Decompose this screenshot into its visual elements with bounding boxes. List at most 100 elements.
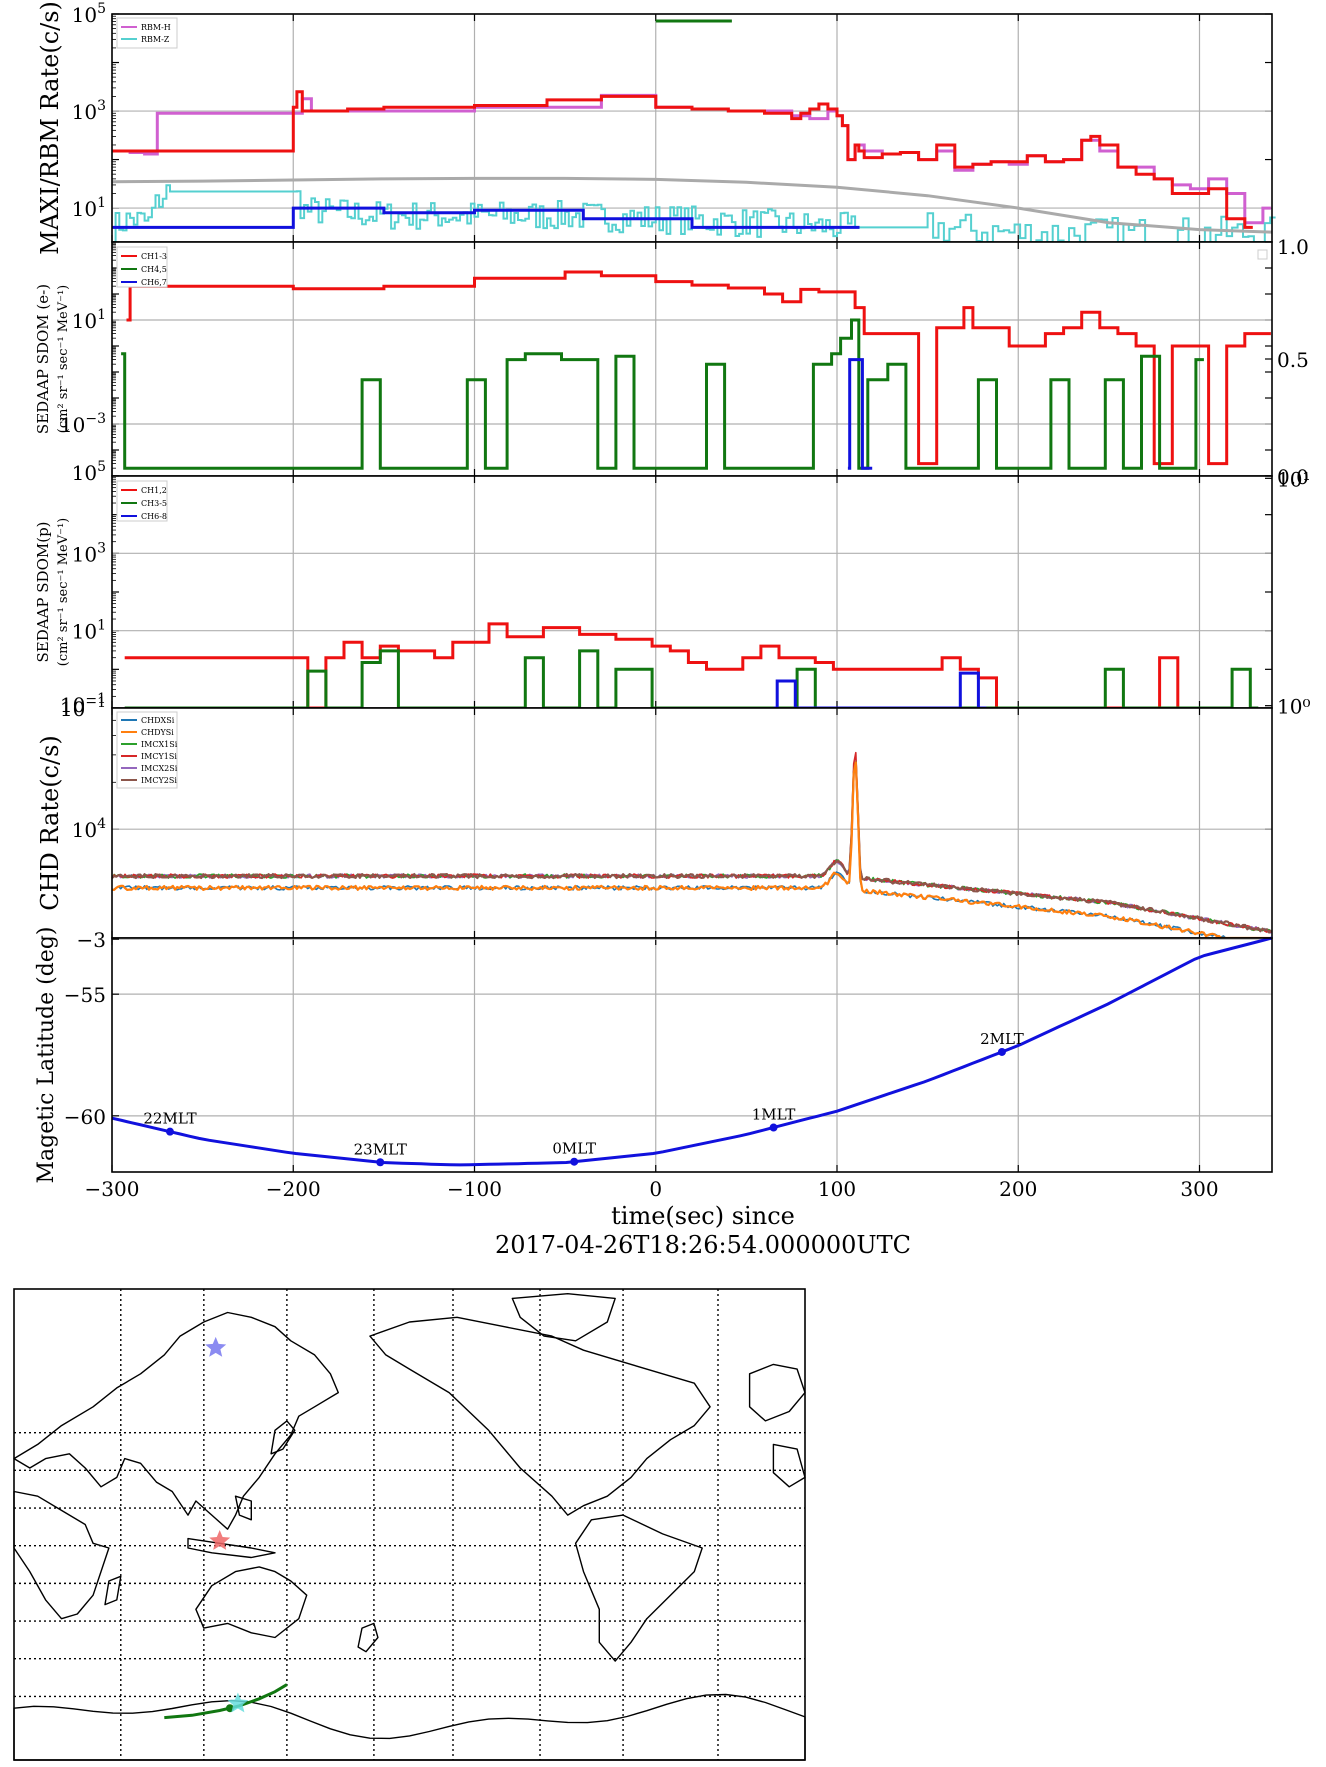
y-axis-label: SEDAAP SDOM (e-) [34, 284, 52, 434]
x-tick-label: −300 [85, 1177, 140, 1201]
legend-label: IMCX2Si [141, 764, 178, 773]
legend-label: CH1,2 [141, 486, 167, 495]
x-tick-label: −100 [447, 1177, 502, 1201]
legend-box [116, 480, 168, 522]
star-marker [209, 1530, 231, 1550]
y-tick-label: 10−1 [60, 695, 106, 721]
map-new-zealand [357, 1622, 379, 1653]
right-tick-label: 0.0 [1277, 465, 1309, 489]
legend-box [116, 17, 178, 49]
y-axis-label-units: (cm² sr⁻¹ sec⁻¹ MeV⁻¹) [56, 518, 71, 667]
axes-frame [111, 937, 1273, 1173]
y-axis-label-units: (cm² sr⁻¹ sec⁻¹ MeV⁻¹) [56, 285, 71, 434]
legend-box [116, 246, 168, 288]
mlt-label: 23MLT [354, 1140, 407, 1158]
series-CH3-5 [124, 649, 1259, 710]
x-tick-label: 100 [818, 1177, 856, 1201]
legend-label: RBM-Z [141, 35, 170, 44]
plot-area [112, 242, 1272, 476]
panel-sedaap-p: 10−1 101 103 CH1,2 CH3-5 CH6-8 10−1 10⁰ 10¹ SEDAA… [34, 467, 1310, 721]
map-north-america [369, 1316, 711, 1516]
legend: CH1-3 CH4,5 CH6,7 [116, 246, 168, 288]
orbit-position [225, 1704, 234, 1713]
y-tick-label: 104 [72, 816, 106, 842]
x-tick-label: 0 [649, 1177, 662, 1201]
x-tick-label: −200 [266, 1177, 321, 1201]
mlt-point [769, 1123, 778, 1132]
right-tick-label: 1.0 [1277, 235, 1309, 259]
legend-label: IMCY1Si [141, 752, 177, 761]
legend-label: CH4,5 [141, 265, 167, 274]
series-IMCY2Si [111, 760, 1273, 934]
x-axis-label: time(sec) since [611, 1202, 795, 1230]
legend-label: CH1-3 [141, 252, 167, 261]
legend-label: CHDYSi [141, 728, 174, 737]
series-CH4,5 [121, 318, 1204, 470]
world-map [13, 1288, 806, 1761]
map-japan [270, 1420, 296, 1455]
series-RBM-Z [112, 184, 1276, 243]
y-tick-label: 101 [72, 618, 106, 644]
series-maglat [111, 936, 1273, 1167]
star-marker [205, 1336, 227, 1357]
legend: CH1,2 CH3-5 CH6-8 [116, 480, 168, 522]
y-tick-label: 101 [72, 307, 106, 333]
right-tick-label: 0.5 [1277, 348, 1309, 372]
legend-label: CHDXSi [141, 716, 175, 725]
panel-rbm: 101 103 105 RBM-H RBM-Z 1.0 MAXI/RBM Rate(c/s) [36, 1, 1309, 259]
series-blue [112, 206, 860, 229]
map-africa [13, 1490, 110, 1620]
panel-sedaap-e: 10−3 101 CH1-3 CH4,5 CH6,7 105 0.0 0.5 SEDAAP SD… [34, 241, 1309, 489]
y-tick-label: −60 [64, 1105, 106, 1129]
legend-label: IMCY2Si [141, 776, 177, 785]
map-australia [195, 1566, 308, 1639]
map-indonesia [187, 1537, 276, 1559]
legend-label: CH6-8 [141, 512, 167, 521]
x-tick-label: 300 [1180, 1177, 1218, 1201]
corner-tick-label: 105 [72, 459, 106, 485]
legend-label: RBM-H [141, 23, 171, 32]
map-south-america [574, 1514, 703, 1662]
right-tick-label: 10¹ [1277, 467, 1310, 491]
series-CHDYSi [111, 761, 1272, 940]
star-marker [227, 1692, 249, 1713]
mlt-point [570, 1157, 579, 1166]
small-legend-box [1257, 249, 1268, 260]
map-madagascar [104, 1575, 122, 1606]
y-axis-label: MAXI/RBM Rate(c/s) [36, 1, 64, 255]
panels: 101 103 105 RBM-H RBM-Z 1.0 MAXI/RBM Rate(c/s)… [34, 1, 1310, 1201]
y-tick-label: 101 [72, 195, 106, 221]
panel-chd: 104 CHDXSi CHDYSi IMCX1Si IMCY1Si IMCX2Si IMCY… [36, 707, 1273, 940]
plot-area [112, 938, 1272, 1172]
series-CH1,2 [124, 622, 1186, 710]
y-tick-label: −3 [77, 928, 106, 952]
legend-label: IMCX1Si [141, 740, 178, 749]
y-tick-label: 10−3 [60, 411, 106, 437]
mlt-label: 22MLT [143, 1110, 196, 1128]
y-axis-label: SEDAAP SDOM(p) [34, 521, 52, 662]
series-red [112, 90, 1253, 229]
map-eurasia [13, 1311, 339, 1530]
map-antarctica [13, 1693, 806, 1761]
map-iberia [772, 1443, 806, 1488]
mlt-point [997, 1047, 1006, 1056]
mlt-point [166, 1127, 174, 1136]
legend-label: CH6,7 [141, 278, 167, 287]
y-tick-label: 103 [72, 98, 106, 124]
mlt-point [376, 1158, 385, 1167]
corner-tick-label: 10−1 [60, 691, 106, 717]
map-greenland [511, 1293, 616, 1342]
right-tick-label: 10⁰ [1277, 695, 1310, 719]
legend-box [116, 711, 178, 789]
y-tick-label: 105 [72, 1, 106, 27]
x-axis-label-date: 2017-04-26T18:26:54.000000UTC [495, 1231, 911, 1259]
map-philippines [234, 1495, 252, 1521]
series-gray [111, 176, 1273, 234]
series-CH6,7 [847, 358, 873, 470]
y-tick-label: 103 [72, 540, 106, 566]
y-axis-label: Magetic Latitude (deg) [34, 927, 59, 1184]
mlt-label: 2MLT [980, 1030, 1024, 1048]
mlt-label: 1MLT [752, 1106, 796, 1124]
legend-label: CH3-5 [141, 499, 167, 508]
